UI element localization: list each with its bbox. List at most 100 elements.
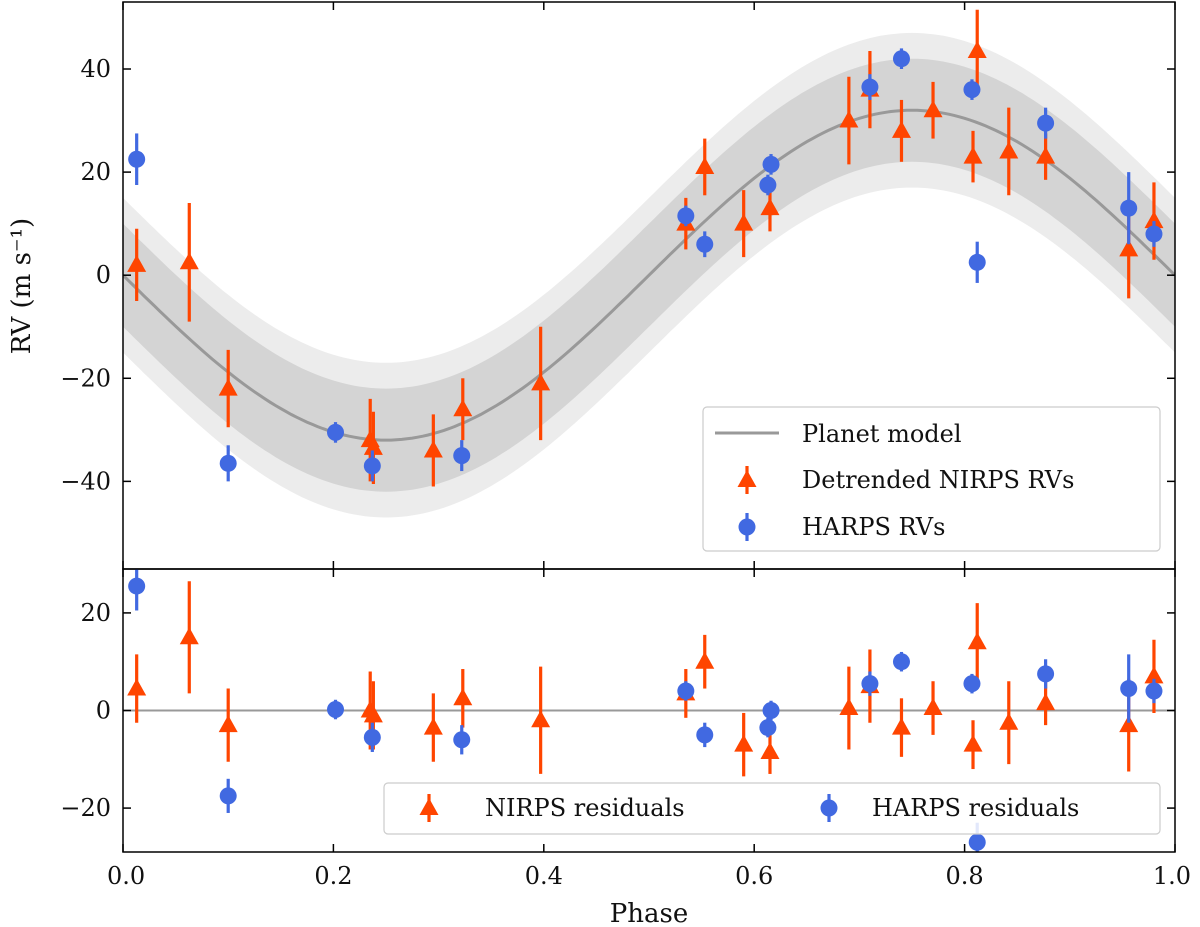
nirps-rv-point (734, 213, 754, 231)
x-tick-label: 0.2 (314, 862, 352, 890)
nirps-residual-point (963, 734, 983, 752)
harps-residual-point (677, 682, 695, 700)
harps-rv-point (128, 150, 146, 168)
nirps-rv-point (760, 198, 780, 216)
harps-rv-point (696, 235, 714, 253)
nirps-residual-point (967, 632, 987, 650)
x-axis-label: Phase (610, 899, 688, 927)
legend-harps-residuals-swatch (820, 794, 838, 822)
nirps-rv-point (967, 40, 987, 58)
legend-harps-residuals-label: HARPS residuals (872, 794, 1079, 822)
nirps-residual-point (423, 717, 443, 735)
nirps-rv-point (891, 120, 911, 138)
nirps-rv-point (963, 146, 983, 164)
nirps-rv-point (127, 254, 147, 272)
harps-residual-point (759, 719, 777, 737)
bottom-legend-box (383, 782, 1161, 835)
top-panel: 40 20 0 −20 −40 Planet model Detrended NIRPS… (7, 1, 1176, 570)
legend-planet-model-label: Planet model (802, 420, 962, 448)
harps-residual-point (1145, 682, 1163, 700)
legend-marker (820, 799, 838, 817)
nirps-residual-point (363, 705, 383, 723)
nirps-residual-point (891, 717, 911, 735)
nirps-rv-point (423, 440, 443, 458)
x-tick-label: 0.8 (946, 862, 984, 890)
bottom-legend: NIRPS residuals HARPS residuals (383, 782, 1161, 835)
nirps-residual-point (695, 651, 715, 669)
harps-rv-point (892, 50, 910, 68)
legend-nirps-residuals-label: NIRPS residuals (485, 794, 685, 822)
harps-residual-point (861, 675, 879, 693)
nirps-rv-point (999, 141, 1019, 159)
legend-nirps-label: Detrended NIRPS RVs (802, 466, 1074, 494)
nirps-residual-point (839, 698, 859, 716)
legend-nirps-swatch (737, 466, 757, 494)
nirps-rv-point (363, 437, 383, 455)
bottom-axis-ticks: 20 0 −20 0.0 0.2 0.4 0.6 0.8 1.0 (60, 569, 1191, 890)
nirps-rv-point (453, 399, 473, 417)
nirps-rv-point (179, 252, 199, 270)
harps-residual-point (128, 577, 146, 595)
bottom-y-tick-label: 0 (96, 697, 111, 725)
harps-rv-point (327, 423, 345, 441)
top-legend-box (702, 406, 1161, 552)
bottom-y-tick-label: −20 (60, 794, 111, 822)
harps-rv-point (219, 454, 237, 472)
nirps-residual-point (531, 710, 551, 728)
bottom-panel: 20 0 −20 0.0 0.2 0.4 0.6 0.8 1.0 NIRPS residuals… (60, 568, 1191, 927)
harps-residual-point (1037, 665, 1055, 683)
nirps-rv-point (1144, 211, 1164, 229)
top-y-tick-label: −20 (60, 364, 111, 392)
top-y-tick-label: −40 (60, 467, 111, 495)
harps-residual-point (963, 675, 981, 693)
top-y-tick-label: 40 (80, 55, 111, 83)
legend-marker (738, 518, 756, 536)
nirps-rv-point (531, 373, 551, 391)
harps-residual-point (453, 731, 471, 749)
nirps-rv-point (695, 156, 715, 174)
planet-model-line (123, 108, 1175, 442)
legend-harps-label: HARPS RVs (802, 513, 945, 541)
nirps-residual-point (1036, 693, 1056, 711)
nirps-residual-point (999, 712, 1019, 730)
harps-residual-point (696, 726, 714, 744)
harps-rv-point (1037, 114, 1055, 132)
nirps-residual-point (1119, 715, 1139, 733)
harps-residual-point (219, 787, 237, 805)
x-tick-label: 0.6 (735, 862, 773, 890)
x-tick-label: 1.0 (1153, 862, 1191, 890)
legend-marker (419, 798, 439, 815)
nirps-residual-point (923, 698, 943, 716)
nirps-residual-point (218, 715, 238, 733)
harps-rv-point (1120, 199, 1138, 217)
harps-residual-point (1120, 680, 1138, 698)
nirps-residual-point (127, 678, 147, 696)
bottom-data-points (127, 569, 1164, 852)
nirps-rv-point (923, 100, 943, 118)
harps-rv-point (453, 447, 471, 465)
harps-rv-point (861, 78, 879, 96)
top-legend: Planet model Detrended NIRPS RVs HARPS R… (702, 406, 1161, 552)
harps-rv-point (759, 176, 777, 194)
legend-harps-swatch (738, 513, 756, 541)
nirps-rv-point (218, 378, 238, 396)
nirps-residual-point (453, 688, 473, 706)
top-y-tick-label: 0 (96, 261, 111, 289)
harps-rv-point (968, 253, 986, 271)
harps-residual-point (892, 653, 910, 671)
nirps-residual-point (1144, 666, 1164, 684)
nirps-residual-point (734, 734, 754, 752)
harps-rv-point (677, 207, 695, 225)
nirps-rv-point (839, 110, 859, 128)
bottom-y-tick-label: 20 (80, 599, 111, 627)
harps-residual-point (327, 701, 345, 719)
nirps-rv-point (1119, 239, 1139, 257)
harps-rv-point (1145, 225, 1163, 243)
legend-marker (737, 470, 757, 487)
bottom-plot-frame (122, 568, 1176, 853)
planet-model-curve (123, 108, 1175, 442)
harps-residual-point (363, 728, 381, 746)
top-data-points (127, 9, 1164, 487)
top-y-axis-label: RV (m s⁻¹) (7, 218, 37, 354)
